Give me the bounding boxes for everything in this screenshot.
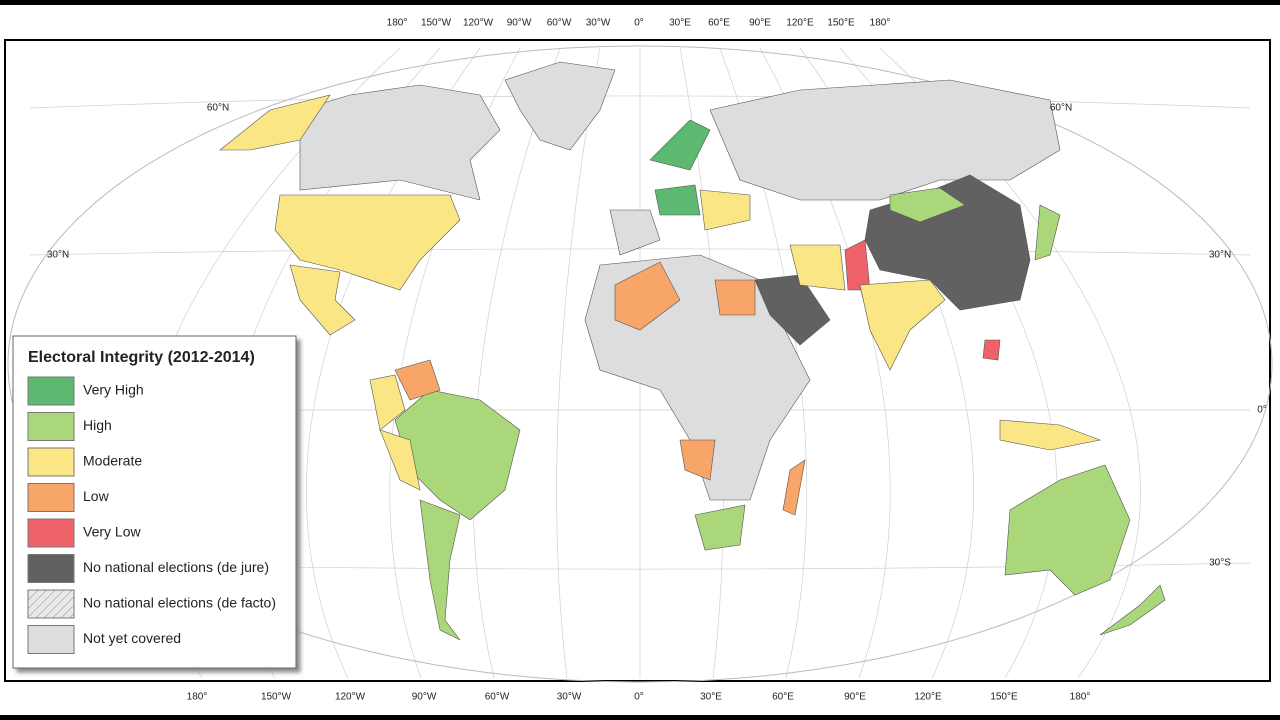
- parallel: [29, 95, 1251, 109]
- right-label: 0°: [1257, 405, 1267, 416]
- legend-swatch: [27, 554, 75, 583]
- iberia-france: [609, 209, 661, 256]
- legend: Electoral Integrity (2012-2014) Very Hig…: [12, 335, 297, 669]
- legend-swatch: [27, 447, 75, 477]
- parallel: [29, 248, 1251, 256]
- top-label: 120°E: [786, 18, 814, 29]
- alaska: [219, 94, 331, 151]
- bottom-label: 120°E: [914, 692, 942, 703]
- legend-label: Moderate: [83, 453, 142, 469]
- brazil: [394, 389, 521, 521]
- top-label: 120°W: [463, 18, 494, 29]
- argentina-chile: [419, 499, 461, 641]
- legend-label: Low: [83, 488, 110, 504]
- usa: [274, 194, 461, 291]
- bottom-label: 30°W: [557, 692, 582, 703]
- left-label: 60°N: [207, 103, 229, 114]
- bottom-label: 90°E: [844, 692, 866, 703]
- algeria: [614, 261, 681, 331]
- legend-swatch: [27, 518, 75, 548]
- legend-swatch: [27, 589, 75, 619]
- top-label: 150°E: [827, 18, 855, 29]
- top-label: 60°W: [547, 18, 572, 29]
- top-label: 90°W: [507, 18, 532, 29]
- mexico: [289, 264, 356, 336]
- angola: [679, 439, 716, 481]
- russia: [709, 79, 1061, 201]
- top-label: 180°: [870, 18, 891, 29]
- top-label: 90°E: [749, 18, 771, 29]
- south-africa: [694, 504, 746, 551]
- meridian: [556, 47, 601, 679]
- egypt: [714, 279, 756, 316]
- japan: [1034, 204, 1061, 261]
- bottom-label: 60°W: [485, 692, 510, 703]
- saudi-arabia: [754, 274, 831, 346]
- top-label: 0°: [634, 18, 644, 29]
- greenland: [504, 61, 616, 151]
- top-label: 150°W: [421, 18, 452, 29]
- bottom-label: 120°W: [335, 692, 366, 703]
- right-label: 60°N: [1050, 103, 1072, 114]
- bottom-label: 150°W: [261, 692, 292, 703]
- legend-swatch: [27, 483, 75, 512]
- mongolia: [889, 187, 966, 223]
- left-label: 30°N: [47, 250, 69, 261]
- meridian: [472, 47, 561, 679]
- bottom-label: 150°E: [990, 692, 1018, 703]
- legend-title: Electoral Integrity (2012-2014): [28, 349, 255, 366]
- legend-label: Not yet covered: [83, 630, 181, 646]
- legend-swatch: [27, 625, 75, 654]
- bottom-label: 90°W: [412, 692, 437, 703]
- bottom-label: 60°E: [772, 692, 794, 703]
- venezuela: [394, 359, 441, 401]
- top-label: 60°E: [708, 18, 730, 29]
- east-europe: [699, 189, 751, 231]
- bottom-label: 180°: [187, 692, 208, 703]
- new-zealand: [1099, 584, 1166, 636]
- canada: [299, 84, 501, 201]
- legend-swatch: [27, 412, 75, 441]
- cambodia: [982, 339, 1001, 361]
- top-label: 30°W: [586, 18, 611, 29]
- right-label: 30°S: [1209, 558, 1231, 569]
- legend-label: Very High: [83, 382, 144, 398]
- australia: [1004, 464, 1131, 596]
- bottom-label: 0°: [634, 692, 644, 703]
- peru: [379, 429, 421, 491]
- top-label: 30°E: [669, 18, 691, 29]
- colombia: [369, 374, 406, 431]
- bottom-label: 180°: [1070, 692, 1091, 703]
- countries: [219, 61, 1166, 641]
- graticule-labels: 180° 150°W 120°W 90°W 60°W 30°W 0° 30°E 60°E 90°E…: [47, 18, 1267, 703]
- legend-swatch: [27, 376, 75, 406]
- scandinavia: [649, 119, 711, 171]
- indonesia: [999, 419, 1102, 451]
- top-label: 180°: [387, 18, 408, 29]
- legend-label: High: [83, 417, 112, 433]
- legend-label: Very Low: [83, 524, 141, 540]
- right-label: 30°N: [1209, 250, 1231, 261]
- iran: [789, 244, 846, 291]
- madagascar: [782, 459, 806, 516]
- bottom-label: 30°E: [700, 692, 722, 703]
- map-outline: [7, 45, 1273, 683]
- legend-label: No national elections (de jure): [83, 559, 269, 575]
- germany: [654, 184, 701, 216]
- legend-label: No national elections (de facto): [83, 595, 276, 611]
